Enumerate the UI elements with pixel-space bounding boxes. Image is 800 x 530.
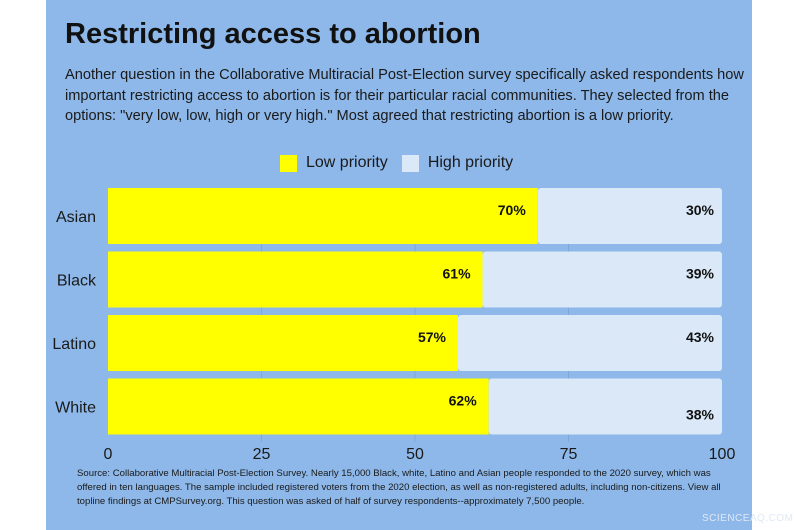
- bar-low: [108, 315, 458, 371]
- bar-high: [488, 378, 722, 435]
- legend-swatch-low: [280, 154, 297, 172]
- chart-title: Restricting access to abortion: [65, 18, 481, 50]
- data-label: 30%: [686, 202, 715, 218]
- category-label: Black: [57, 273, 97, 290]
- legend-label-high: High priority: [427, 154, 514, 171]
- bar-high: [537, 188, 722, 244]
- category-label: White: [55, 400, 96, 417]
- x-tick-label: 50: [406, 446, 424, 463]
- bar-low: [108, 378, 489, 435]
- x-tick-label: 25: [253, 446, 271, 463]
- data-label: 62%: [449, 393, 478, 409]
- x-tick-label: 75: [560, 446, 578, 463]
- category-label: Latino: [52, 336, 96, 353]
- bar-chart: 0 25 50 75 100 Asian 70% 30% Black 61% 39% Latino 57…: [52, 188, 736, 463]
- x-tick-label: 0: [104, 446, 113, 463]
- legend-item-high: High priority: [401, 154, 514, 172]
- chart-subtitle: Another question in the Collaborative Mu…: [65, 67, 744, 124]
- data-label: 61%: [443, 266, 472, 282]
- bar-high: [482, 251, 722, 308]
- data-label: 57%: [418, 329, 447, 345]
- data-label: 43%: [686, 329, 715, 345]
- legend-swatch-high: [401, 154, 419, 172]
- data-label: 38%: [686, 407, 715, 423]
- data-label: 70%: [498, 202, 527, 218]
- legend: Low priority High priority: [280, 154, 527, 172]
- legend-label-low: Low priority: [306, 154, 388, 171]
- legend-item-low: Low priority: [280, 154, 388, 172]
- bar-low: [108, 251, 483, 308]
- bar-high: [457, 315, 722, 371]
- category-label: Asian: [56, 209, 96, 226]
- x-tick-label: 100: [709, 446, 736, 463]
- watermark: SCIENCEAQ.COM: [702, 513, 794, 524]
- bar-low: [108, 188, 538, 244]
- data-label: 39%: [686, 266, 715, 282]
- source-note: Source: Collaborative Multiracial Post-E…: [77, 468, 721, 507]
